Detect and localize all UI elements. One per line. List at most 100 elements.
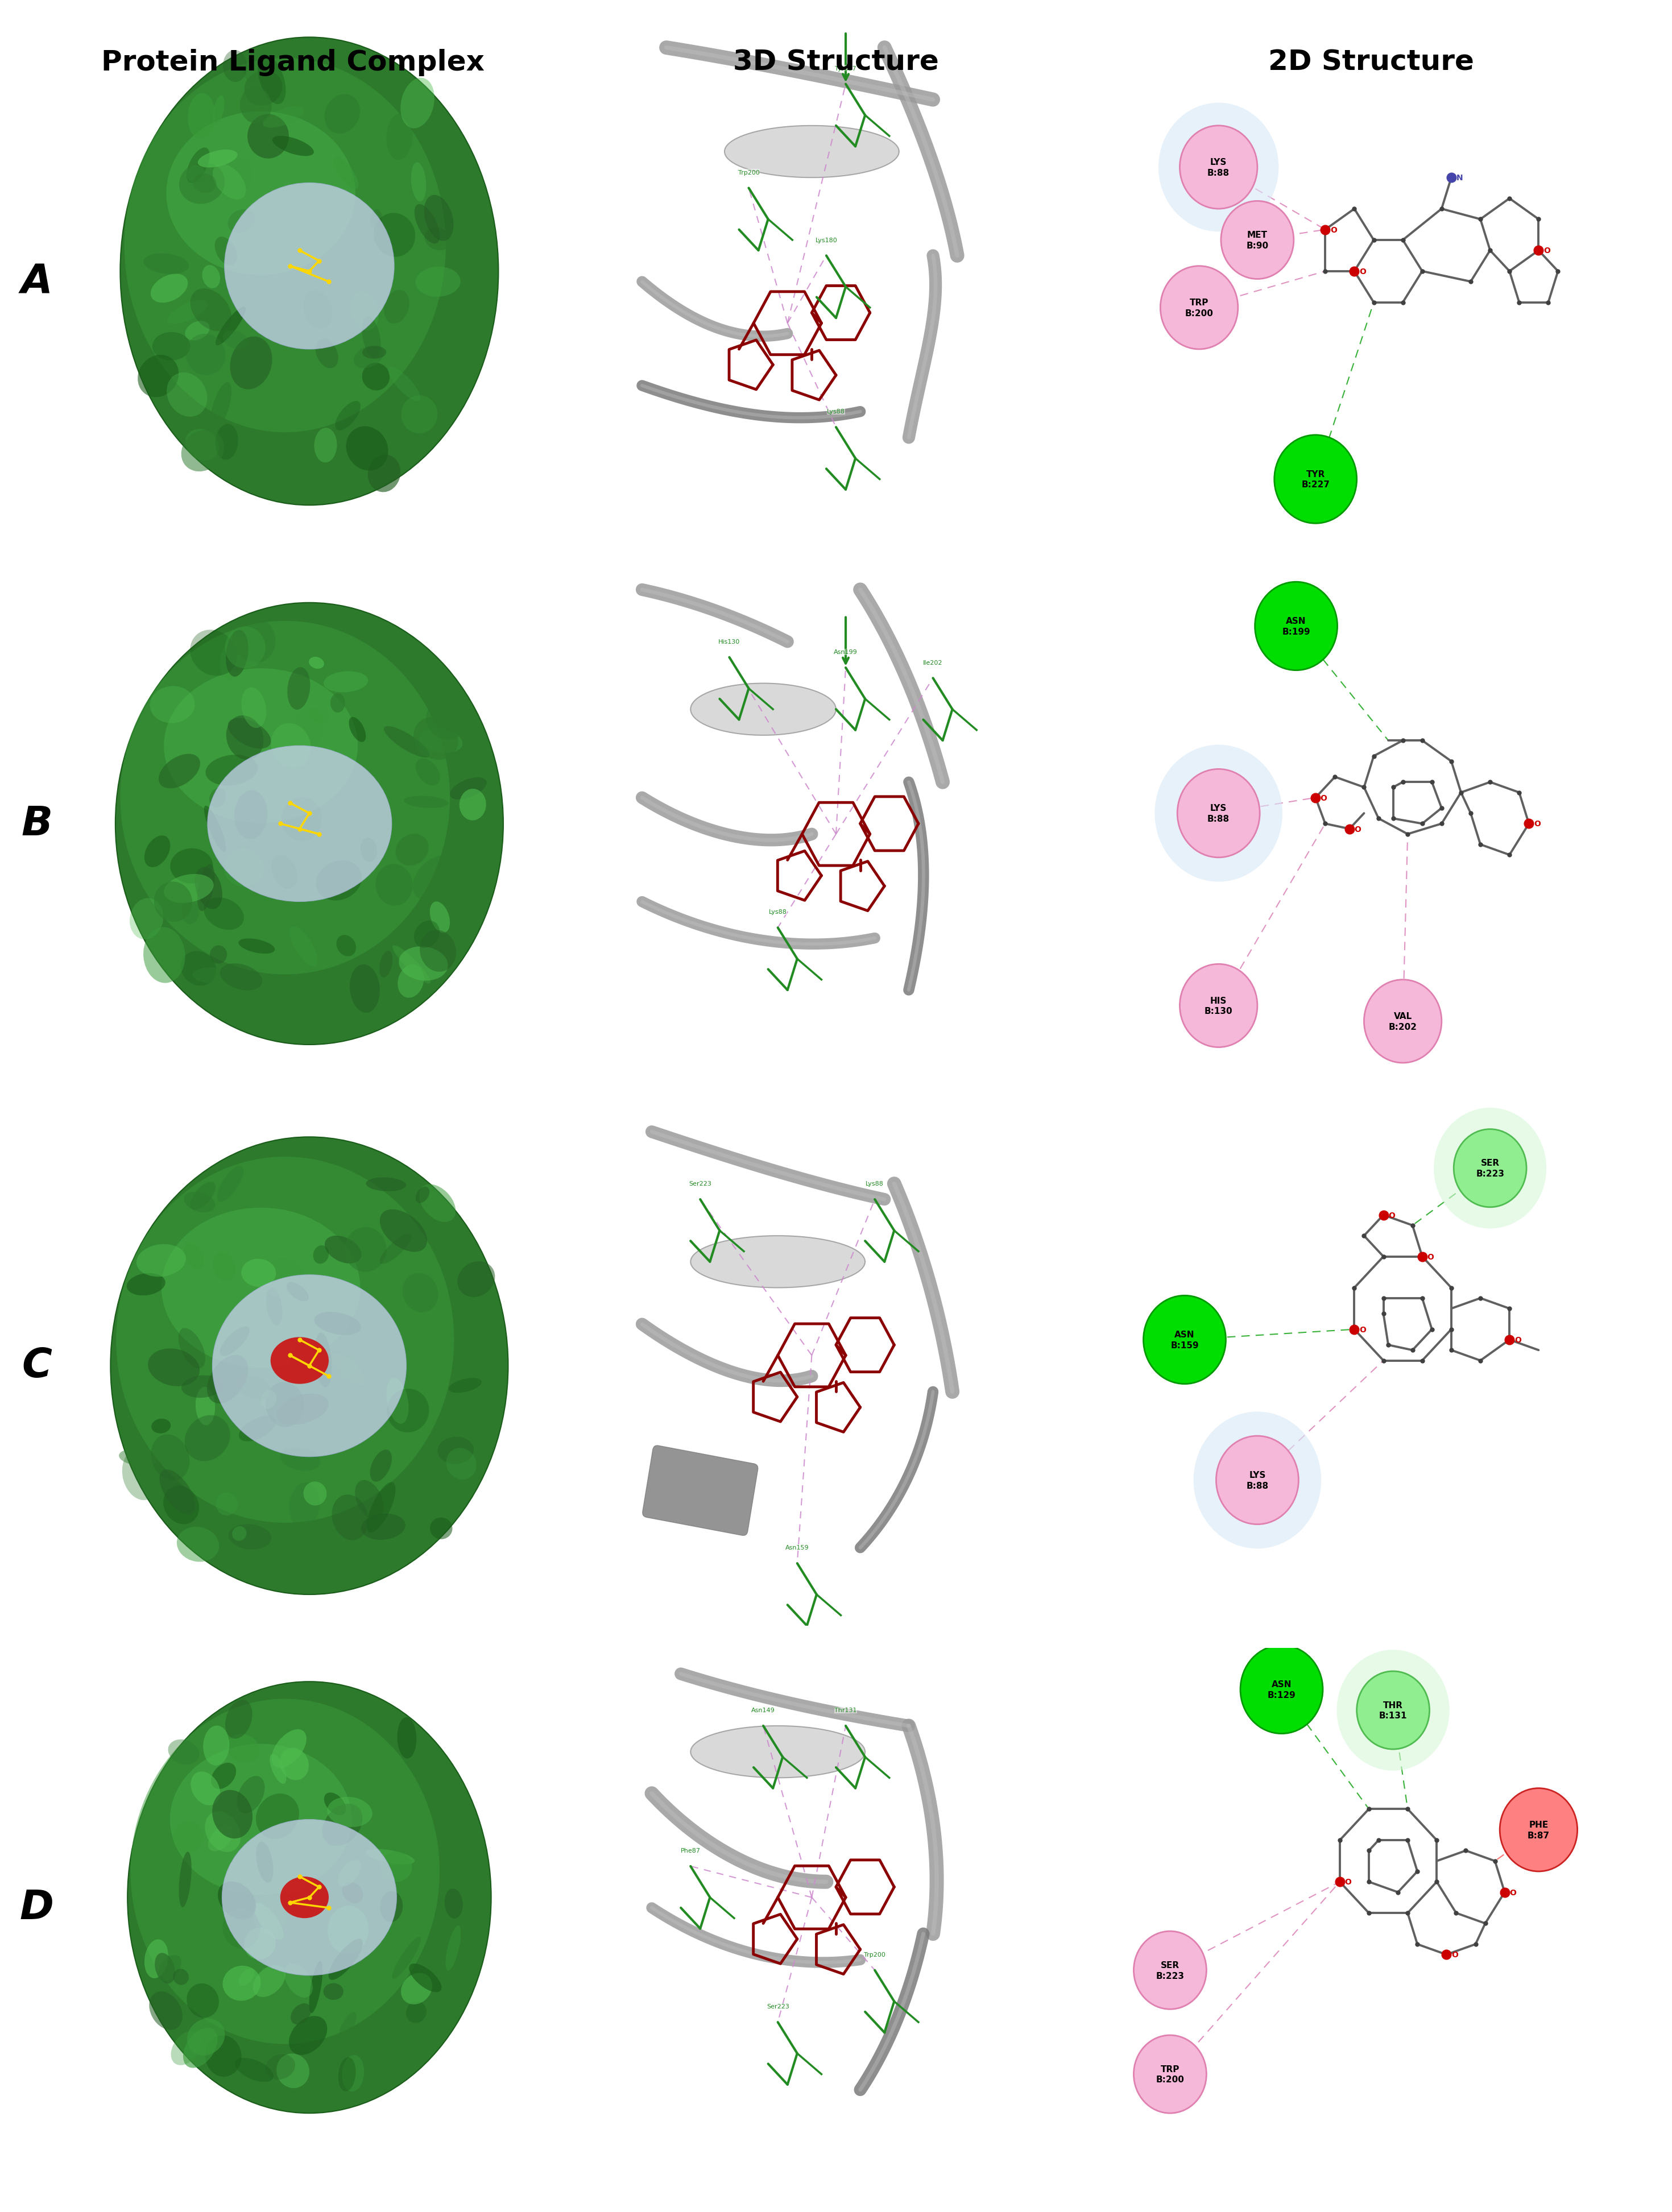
Text: C: C [22,1347,52,1385]
Ellipse shape [212,1274,406,1458]
Ellipse shape [291,708,323,754]
Ellipse shape [420,1183,456,1223]
Ellipse shape [184,2028,217,2068]
Ellipse shape [343,2055,364,2093]
Ellipse shape [224,159,252,195]
Ellipse shape [217,1882,256,1920]
Ellipse shape [276,1394,329,1425]
Ellipse shape [164,874,214,902]
Ellipse shape [316,860,361,900]
Circle shape [1356,1672,1430,1750]
Text: ASN
B:199: ASN B:199 [1282,617,1311,637]
Ellipse shape [406,2002,426,2024]
Ellipse shape [212,95,224,124]
Text: Ser223: Ser223 [689,1181,712,1186]
Ellipse shape [181,429,224,471]
Ellipse shape [398,1717,416,1759]
Ellipse shape [279,1447,321,1471]
Text: O: O [1543,248,1550,254]
Ellipse shape [380,1234,411,1265]
Polygon shape [691,1237,864,1287]
Ellipse shape [363,347,386,358]
Ellipse shape [380,1851,411,1882]
Ellipse shape [405,796,448,807]
Circle shape [1155,745,1282,883]
Ellipse shape [289,1482,319,1528]
Circle shape [1336,1650,1450,1772]
Ellipse shape [122,1449,161,1500]
Ellipse shape [155,1953,176,1984]
Ellipse shape [159,754,201,790]
Ellipse shape [227,210,254,234]
Ellipse shape [323,1984,343,2000]
Ellipse shape [303,1482,326,1506]
Ellipse shape [226,717,264,761]
Ellipse shape [415,268,460,296]
Ellipse shape [191,1181,216,1210]
Ellipse shape [331,1354,364,1385]
Ellipse shape [207,1825,234,1851]
Ellipse shape [174,1820,204,1854]
Ellipse shape [110,1137,508,1595]
Ellipse shape [386,113,413,161]
Ellipse shape [187,1984,219,2017]
Ellipse shape [273,137,314,157]
Ellipse shape [314,1334,331,1387]
Text: B: B [22,805,52,843]
Ellipse shape [157,1955,181,1982]
Ellipse shape [211,1763,236,1790]
Ellipse shape [159,1469,196,1515]
Ellipse shape [401,1973,433,2004]
Ellipse shape [120,622,450,975]
Ellipse shape [217,1166,244,1201]
Ellipse shape [385,726,430,759]
Ellipse shape [244,71,283,106]
Text: O: O [1510,1889,1517,1896]
Ellipse shape [167,301,207,325]
Ellipse shape [150,274,187,303]
Ellipse shape [227,719,271,750]
Ellipse shape [366,1177,406,1192]
Ellipse shape [164,1486,199,1524]
Text: His130: His130 [719,639,741,644]
Ellipse shape [316,338,338,369]
Ellipse shape [396,834,428,865]
Ellipse shape [244,60,263,84]
Text: O: O [1426,1252,1435,1261]
Ellipse shape [343,1882,363,1902]
Ellipse shape [380,951,393,978]
Ellipse shape [222,51,247,82]
Text: LYS
B:88: LYS B:88 [1246,1471,1269,1491]
Ellipse shape [171,2031,202,2066]
Text: Protein Ligand Complex: Protein Ligand Complex [100,49,485,75]
Ellipse shape [144,254,189,274]
Ellipse shape [416,1188,430,1203]
Text: Asn199: Asn199 [834,650,858,655]
Text: ASN
B:159: ASN B:159 [1170,1329,1199,1349]
Ellipse shape [430,1517,453,1540]
Ellipse shape [206,754,257,785]
Ellipse shape [237,1376,271,1400]
Ellipse shape [266,1382,304,1427]
Ellipse shape [212,1252,236,1281]
Ellipse shape [324,672,368,692]
Ellipse shape [236,2057,274,2081]
Ellipse shape [137,356,179,398]
Ellipse shape [338,1860,361,1887]
Ellipse shape [331,1495,368,1540]
Text: SER
B:223: SER B:223 [1476,1159,1505,1179]
Ellipse shape [179,1327,206,1369]
Circle shape [1433,1108,1547,1230]
Ellipse shape [169,1739,199,1765]
Ellipse shape [232,1526,246,1542]
Ellipse shape [331,695,344,712]
Text: Thr131: Thr131 [834,1708,858,1712]
Text: TRP
B:200: TRP B:200 [1155,2064,1184,2084]
Ellipse shape [252,1964,286,1997]
Ellipse shape [339,2013,356,2037]
Ellipse shape [416,759,440,785]
Ellipse shape [179,164,224,204]
Ellipse shape [286,1283,309,1301]
Ellipse shape [172,1969,189,1984]
Ellipse shape [269,1754,286,1783]
